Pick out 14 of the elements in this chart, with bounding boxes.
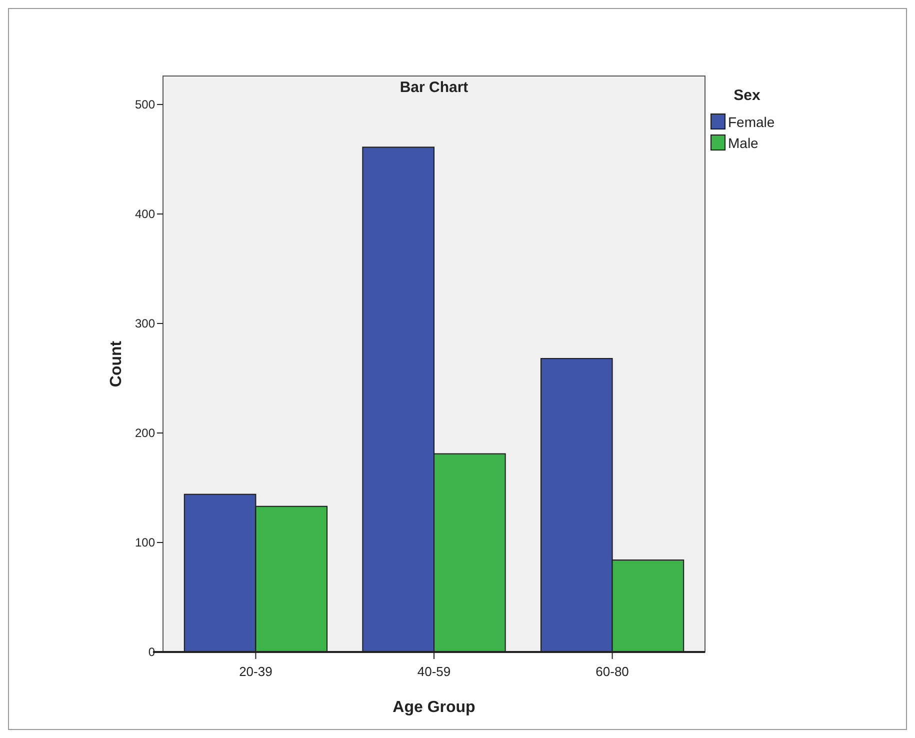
legend-title: Sex	[734, 87, 761, 104]
y-tick-label: 400	[134, 206, 156, 221]
legend-label: Female	[728, 114, 775, 130]
x-tick-label: 60-80	[596, 664, 629, 679]
y-tick-label: 500	[134, 97, 156, 112]
y-axis-title: Count	[108, 340, 125, 388]
chart-title: Bar Chart	[400, 79, 468, 96]
y-tick-label: 300	[134, 316, 156, 330]
y-tick-label: 200	[134, 426, 156, 440]
x-tick-label: 20-39	[239, 664, 272, 679]
y-tick-label: 100	[134, 535, 156, 550]
x-tick-label: 40-59	[417, 664, 451, 679]
x-axis-title: Age Group	[392, 699, 476, 716]
legend-label: Male	[728, 135, 759, 151]
